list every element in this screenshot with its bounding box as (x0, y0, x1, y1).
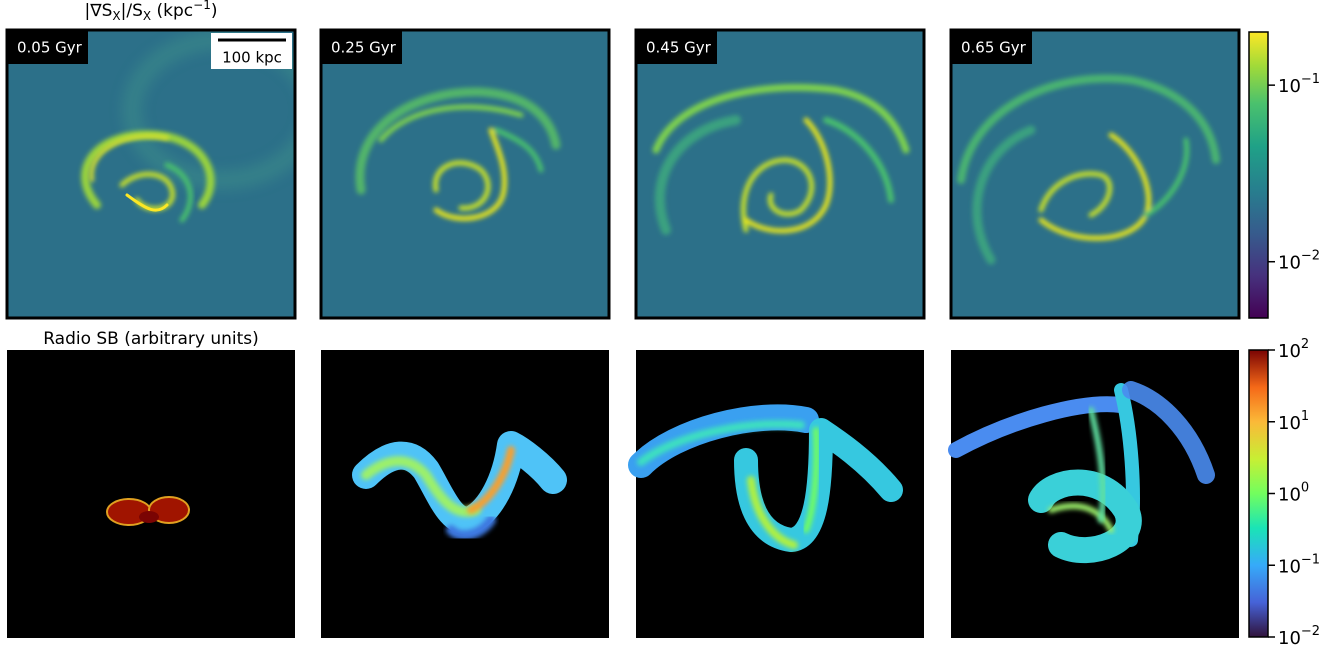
radio-panel (7, 350, 295, 638)
time-label: 0.05 Gyr (17, 39, 83, 57)
colorbar-xray (1248, 31, 1269, 319)
colorbar-tick-label: 10−2 (1278, 624, 1320, 647)
time-label: 0.65 Gyr (961, 39, 1027, 57)
colorbar-radio (1248, 349, 1269, 638)
colorbar-tick-label: 101 (1278, 409, 1309, 434)
top-title: |∇SX|/SX (kpc−1) (85, 0, 218, 23)
time-label: 0.25 Gyr (331, 39, 397, 57)
xray-panel: 0.05 Gyr 100 kpc (5, 28, 297, 320)
tick-exp: −2 (1301, 624, 1320, 639)
tick-base: 10 (1278, 485, 1301, 506)
tick-base: 10 (1278, 76, 1301, 97)
tick-exp: −2 (1301, 249, 1320, 264)
xray-panel: 0.45 Gyr (634, 28, 926, 320)
colorbar-tick-label: 10−1 (1278, 72, 1320, 97)
tick-exp: −1 (1301, 552, 1320, 567)
tick-base: 10 (1278, 253, 1301, 274)
colorbar-tick-label: 102 (1278, 337, 1309, 362)
tick-exp: 2 (1301, 337, 1309, 352)
radio-panel (948, 350, 1239, 638)
radio-panel (321, 350, 609, 638)
xray-panel: 0.25 Gyr (319, 28, 611, 320)
tick-base: 10 (1278, 413, 1301, 434)
colorbar-tick-label: 100 (1278, 481, 1309, 506)
scale-bar-label: 100 kpc (222, 49, 282, 67)
tick-exp: −1 (1301, 72, 1320, 87)
tick-base: 10 (1278, 556, 1301, 577)
radio-panel (628, 350, 924, 638)
tick-exp: 1 (1301, 409, 1309, 424)
colorbar-tick-label: 10−1 (1278, 552, 1320, 577)
tick-exp: 0 (1301, 481, 1309, 496)
time-label: 0.45 Gyr (646, 39, 712, 57)
tick-base: 10 (1278, 628, 1301, 647)
colorbar-tick-label: 10−2 (1278, 249, 1320, 274)
xray-panel: 0.65 Gyr (949, 28, 1241, 320)
tick-base: 10 (1278, 341, 1301, 362)
bottom-title: Radio SB (arbitrary units) (43, 329, 259, 349)
